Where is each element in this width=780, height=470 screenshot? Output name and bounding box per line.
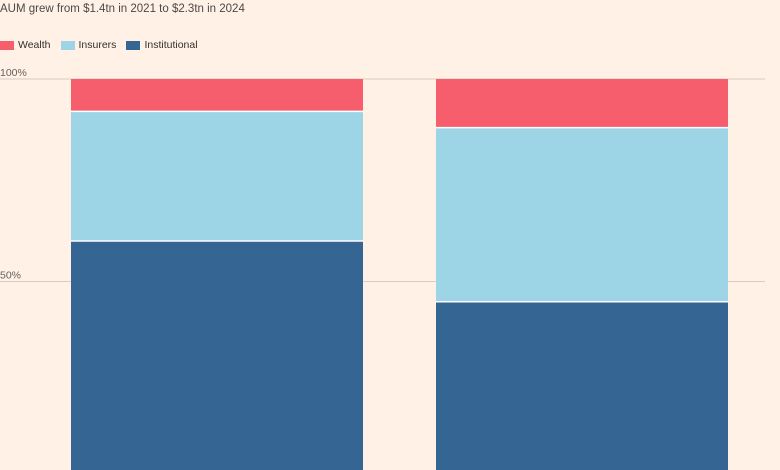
legend-item-institutional: Institutional xyxy=(126,39,198,51)
legend-item-wealth: Wealth xyxy=(0,39,51,51)
legend-swatch-insurers xyxy=(60,40,75,50)
legend-label-wealth: Wealth xyxy=(18,39,51,51)
legend-label-insurers: Insurers xyxy=(78,39,117,51)
bar-2-insurers xyxy=(436,127,728,302)
bar-2-institutional xyxy=(436,301,728,470)
bar-1-wealth xyxy=(71,79,363,112)
legend-label-institutional: Institutional xyxy=(144,39,198,51)
chart-legend: Wealth Insurers Institutional xyxy=(0,39,198,51)
legend-item-insurers: Insurers xyxy=(60,39,117,51)
legend-swatch-institutional xyxy=(126,40,141,50)
bar-1-insurers xyxy=(71,111,363,242)
y-tick-label-100: 100% xyxy=(0,67,27,79)
chart-subtitle: AUM grew from $1.4tn in 2021 to $2.3tn i… xyxy=(0,3,245,15)
bar-1-institutional xyxy=(71,241,363,470)
y-tick-label-50: 50% xyxy=(0,270,21,282)
bar-2-wealth xyxy=(436,79,728,128)
legend-swatch-wealth xyxy=(0,40,14,50)
